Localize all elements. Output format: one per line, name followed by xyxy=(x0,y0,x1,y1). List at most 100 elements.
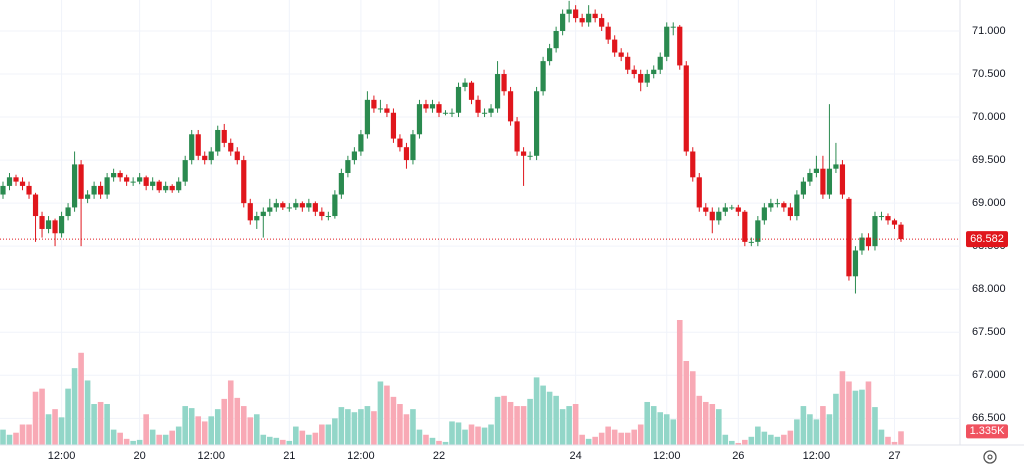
volume-bar xyxy=(227,380,234,445)
candle-body xyxy=(787,207,793,217)
volume-bar xyxy=(13,432,19,445)
volume-bar xyxy=(266,436,273,445)
candle-body xyxy=(599,18,605,27)
candle-body xyxy=(592,13,598,19)
y-tick-label: 70.000 xyxy=(972,111,1006,123)
candle-body xyxy=(293,203,299,208)
candle-body xyxy=(273,203,279,208)
candle-body xyxy=(143,177,149,186)
volume-bar xyxy=(84,380,91,445)
candle-body xyxy=(859,237,865,251)
candles xyxy=(0,0,904,294)
volume-bar xyxy=(123,438,130,445)
candle-body xyxy=(384,108,390,113)
volume-bar xyxy=(214,409,221,445)
candle-body xyxy=(442,112,449,114)
x-tick-label: 12:00 xyxy=(197,450,225,462)
candle-body xyxy=(377,108,384,110)
candle-body xyxy=(722,207,728,212)
y-tick-label: 70.500 xyxy=(972,68,1006,80)
volume-bar xyxy=(449,421,455,445)
candle-body xyxy=(761,207,767,221)
volume-bar xyxy=(306,434,312,445)
volume-bar xyxy=(156,434,162,445)
candle-body xyxy=(514,121,520,152)
volume-bar xyxy=(358,409,364,445)
volume-bar xyxy=(807,414,813,445)
candle-body xyxy=(351,151,357,161)
volume-bar xyxy=(605,426,611,445)
volume-bar xyxy=(891,441,898,445)
candle-body xyxy=(247,203,253,221)
candle-body xyxy=(644,74,650,83)
volume-bar xyxy=(280,439,286,445)
y-tick-label: 69.000 xyxy=(972,197,1006,209)
candle-body xyxy=(78,164,84,199)
candle-body xyxy=(481,112,488,114)
candle-body xyxy=(429,104,436,109)
candle-body xyxy=(416,104,423,135)
volume-bar xyxy=(774,436,781,445)
volume-bar xyxy=(696,395,703,445)
candle-body xyxy=(241,160,247,204)
volume-bar xyxy=(481,427,488,445)
volume-bar xyxy=(852,390,859,445)
volume-bar xyxy=(657,412,664,445)
volume-bar xyxy=(598,432,605,445)
candle-body xyxy=(891,220,898,225)
volume-bar xyxy=(794,419,800,445)
candle-body xyxy=(13,177,19,182)
volume-bar xyxy=(325,424,332,445)
volume-bar xyxy=(572,404,579,445)
candle-body xyxy=(755,220,761,242)
volume-bar xyxy=(39,388,45,445)
candle-body xyxy=(579,18,585,23)
candle-body xyxy=(494,74,501,109)
volume-bar xyxy=(429,437,436,445)
candle-body xyxy=(332,194,338,217)
candle-body xyxy=(423,104,429,109)
volume-bar xyxy=(735,442,742,445)
volume-bar xyxy=(781,434,787,445)
candle-body xyxy=(58,216,65,234)
candle-body xyxy=(0,185,6,195)
settings-icon[interactable] xyxy=(983,450,997,464)
y-tick-label: 66.500 xyxy=(972,412,1006,424)
y-tick-label: 71.000 xyxy=(972,25,1006,37)
candle-body xyxy=(338,173,344,195)
candle-body xyxy=(202,155,208,161)
candle-body xyxy=(150,181,156,186)
volume-bar xyxy=(65,388,71,445)
candle-body xyxy=(846,198,852,277)
volume-bar xyxy=(78,352,84,445)
candle-body xyxy=(84,194,91,199)
volume-bar xyxy=(475,426,481,445)
volume-bar xyxy=(689,371,696,445)
volume-bar xyxy=(195,416,202,445)
candle-body xyxy=(260,211,266,217)
volume-bar xyxy=(162,434,169,445)
x-tick-label: 12:00 xyxy=(653,450,681,462)
y-tick-label: 68.000 xyxy=(972,283,1006,295)
candle-body xyxy=(612,39,618,53)
candle-body xyxy=(625,56,631,70)
volume-bar xyxy=(332,418,338,445)
volume-bar xyxy=(130,440,136,445)
candle-body xyxy=(189,134,195,161)
candle-body xyxy=(716,211,722,221)
candle-body xyxy=(71,164,78,208)
candle-body xyxy=(39,216,45,229)
volume-bar xyxy=(527,398,533,445)
volume-bar xyxy=(878,429,885,445)
candle-body xyxy=(520,151,527,156)
candle-body xyxy=(605,26,611,40)
x-tick-label: 24 xyxy=(570,450,582,462)
candle-body xyxy=(527,155,533,157)
volume-bar xyxy=(533,377,540,445)
volume-bar xyxy=(820,406,826,445)
volume-bar xyxy=(221,398,228,445)
volume-bar xyxy=(390,396,397,445)
candle-body xyxy=(137,177,143,182)
volume-bar xyxy=(637,424,644,445)
volume-bar xyxy=(826,414,833,445)
